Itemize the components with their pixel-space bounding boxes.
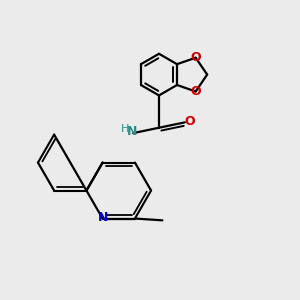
Text: O: O	[184, 115, 195, 128]
Text: H: H	[121, 124, 129, 134]
Text: O: O	[191, 51, 201, 64]
Text: O: O	[191, 85, 201, 98]
Text: N: N	[98, 211, 108, 224]
Text: N: N	[127, 125, 137, 138]
